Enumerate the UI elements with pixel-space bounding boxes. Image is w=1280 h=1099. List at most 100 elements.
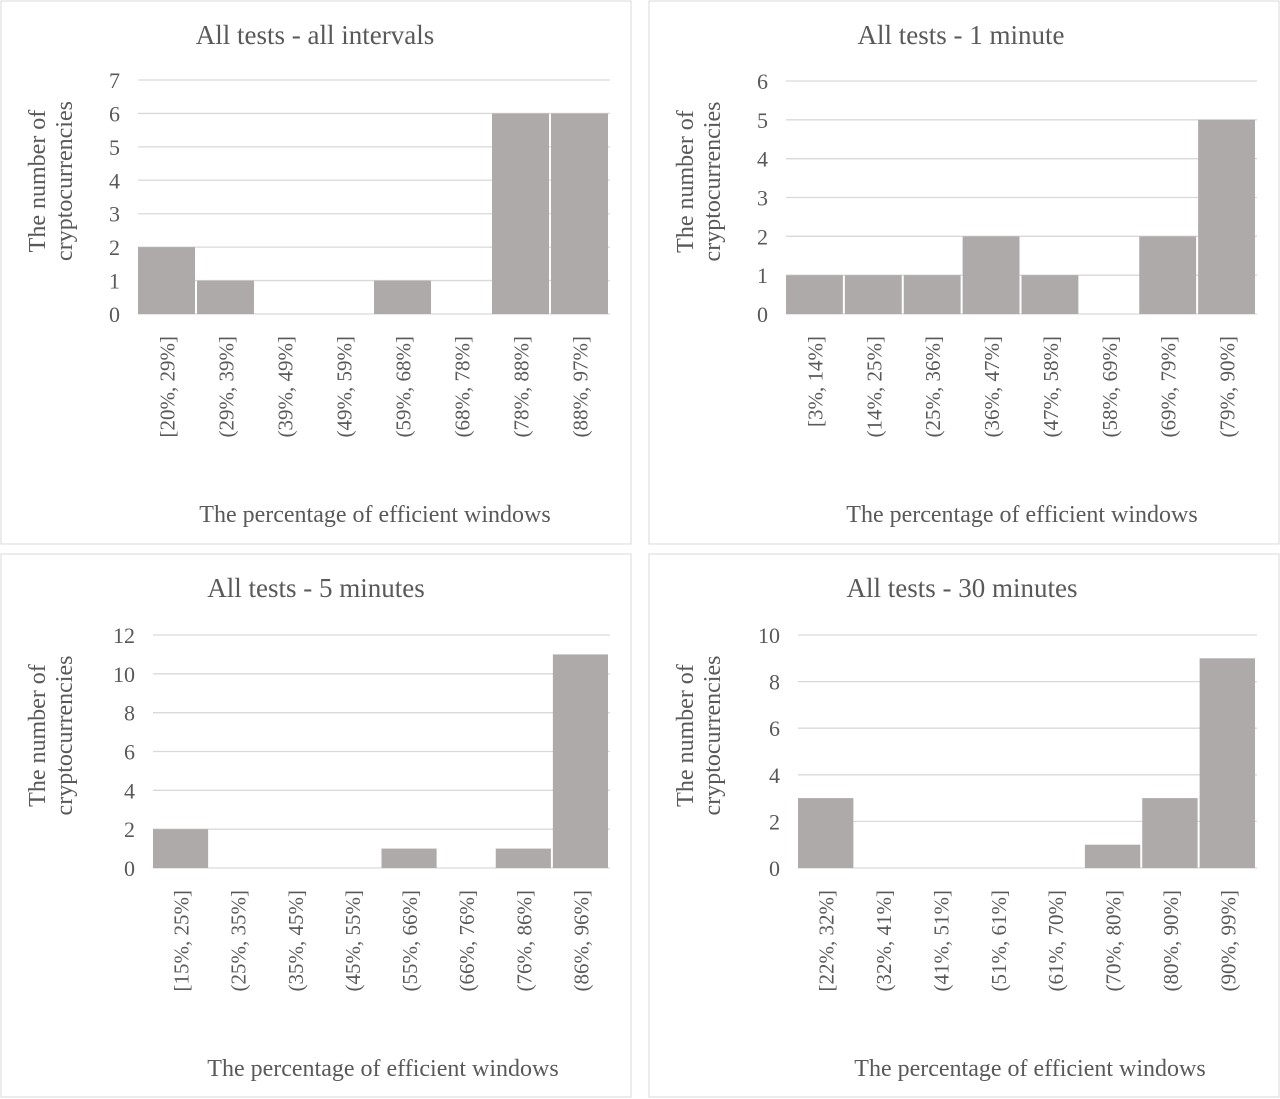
x-category-label: (61%, 70%]: [1044, 890, 1068, 991]
y-tick-label: 3: [109, 202, 120, 227]
bar: [374, 280, 431, 314]
x-category-label: (47%, 58%]: [1039, 336, 1063, 437]
y-tick-label: 3: [757, 186, 768, 211]
x-category-label: (79%, 90%]: [1216, 336, 1240, 437]
y-axis-label: The number of: [673, 664, 699, 807]
x-axis-label: The percentage of efficient windows: [207, 1056, 558, 1082]
chart-title: All tests - all intervals: [196, 20, 434, 50]
bar: [138, 247, 195, 314]
y-tick-label: 2: [769, 809, 780, 834]
x-category-label: (80%, 90%]: [1159, 890, 1183, 991]
bar: [786, 275, 843, 314]
bar: [903, 275, 961, 314]
y-tick-label: 0: [769, 856, 780, 881]
y-tick-label: 4: [769, 763, 780, 788]
x-category-label: (68%, 78%]: [451, 336, 475, 437]
y-tick-label: 2: [757, 224, 768, 249]
y-axis-label: cryptocurrencies: [700, 102, 726, 262]
y-tick-label: 6: [769, 716, 780, 741]
y-axis-label: cryptocurrencies: [52, 101, 78, 261]
y-tick-label: 6: [757, 69, 768, 94]
x-axis-label: The percentage of efficient windows: [199, 502, 550, 528]
y-axis-label: The number of: [25, 664, 51, 807]
bar: [197, 280, 254, 314]
y-tick-label: 5: [109, 135, 120, 160]
bar: [552, 654, 608, 868]
bar: [1198, 119, 1255, 314]
x-category-label: (76%, 86%]: [512, 890, 536, 991]
chart-title: All tests - 5 minutes: [207, 573, 425, 603]
bar: [798, 798, 854, 868]
x-category-label: (66%, 76%]: [455, 890, 479, 991]
y-tick-label: 10: [113, 662, 135, 687]
x-category-label: [20%, 29%]: [156, 336, 180, 437]
bar: [962, 236, 1020, 314]
bar: [492, 113, 549, 314]
y-tick-label: 0: [124, 856, 135, 881]
x-axis-label: The percentage of efficient windows: [846, 502, 1197, 528]
y-tick-label: 0: [109, 302, 120, 327]
x-category-label: (88%, 97%]: [569, 336, 593, 437]
bar: [153, 829, 209, 868]
y-tick-label: 8: [124, 701, 135, 726]
x-axis-label: The percentage of efficient windows: [854, 1056, 1205, 1082]
bar: [1199, 658, 1255, 868]
chart-panel-4: All tests - 30 minutes 0 2 4 6 8 10 [22%, 32%] (…: [648, 553, 1280, 1098]
chart-title: All tests - 1 minute: [858, 20, 1065, 50]
bar: [381, 848, 437, 868]
x-category-label: (36%, 47%]: [980, 336, 1004, 437]
panel-border: [0, 553, 632, 1098]
x-category-label: (55%, 66%]: [398, 890, 422, 991]
x-category-label: (35%, 45%]: [284, 890, 308, 991]
y-tick-label: 0: [757, 302, 768, 327]
chart-panel-3: All tests - 5 minutes 0 2 4 6 8 10 12 [15%, 25%]…: [0, 553, 632, 1098]
y-tick-label: 1: [109, 269, 120, 294]
y-tick-label: 5: [757, 108, 768, 133]
bar: [551, 113, 608, 314]
x-category-label: (49%, 59%]: [333, 336, 357, 437]
y-tick-label: 2: [124, 817, 135, 842]
bar: [1021, 275, 1079, 314]
y-tick-label: 6: [124, 740, 135, 765]
y-tick-label: 1: [757, 263, 768, 288]
y-axis-label: The number of: [25, 110, 51, 253]
x-category-label: [15%, 25%]: [170, 890, 194, 991]
chart-panel-2: All tests - 1 minute 0 1 2 3 4 5 6 [3%, 14%] (14%…: [648, 0, 1280, 545]
x-category-label: (58%, 69%]: [1098, 336, 1122, 437]
x-category-label: (32%, 41%]: [872, 890, 896, 991]
y-tick-label: 7: [109, 68, 120, 93]
x-category-label: (59%, 68%]: [392, 336, 416, 437]
x-category-label: [22%, 32%]: [815, 890, 839, 991]
y-axis-label: The number of: [673, 110, 699, 253]
x-category-label: (29%, 39%]: [215, 336, 239, 437]
x-category-label: (69%, 79%]: [1157, 336, 1181, 437]
x-category-label: (41%, 51%]: [929, 890, 953, 991]
y-tick-label: 6: [109, 101, 120, 126]
x-category-label: (86%, 96%]: [569, 890, 593, 991]
y-tick-label: 4: [109, 168, 120, 193]
bar: [1142, 798, 1198, 868]
x-category-label: (90%, 99%]: [1216, 890, 1240, 991]
x-category-label: (70%, 80%]: [1102, 890, 1126, 991]
y-tick-label: 12: [113, 623, 135, 648]
x-category-label: (25%, 36%]: [921, 336, 945, 437]
x-category-label: (51%, 61%]: [987, 890, 1011, 991]
bar: [844, 275, 902, 314]
y-tick-label: 10: [758, 623, 780, 648]
y-tick-label: 4: [757, 147, 768, 172]
x-category-label: [3%, 14%]: [803, 336, 827, 427]
x-category-label: (78%, 88%]: [510, 336, 534, 437]
bar: [1139, 236, 1197, 314]
x-category-label: (39%, 49%]: [274, 336, 298, 437]
y-tick-label: 8: [769, 670, 780, 695]
bar: [1084, 844, 1141, 868]
y-axis-label: cryptocurrencies: [700, 656, 726, 816]
y-axis-label: cryptocurrencies: [52, 656, 78, 816]
chart-panel-1: All tests - all intervals 0 1 2 3 4 5 6 7 [20%, 2…: [0, 0, 632, 545]
x-category-label: (45%, 55%]: [341, 890, 365, 991]
y-tick-label: 2: [109, 235, 120, 260]
bar: [495, 848, 551, 868]
x-category-label: (14%, 25%]: [862, 336, 886, 437]
x-category-label: (25%, 35%]: [227, 890, 251, 991]
